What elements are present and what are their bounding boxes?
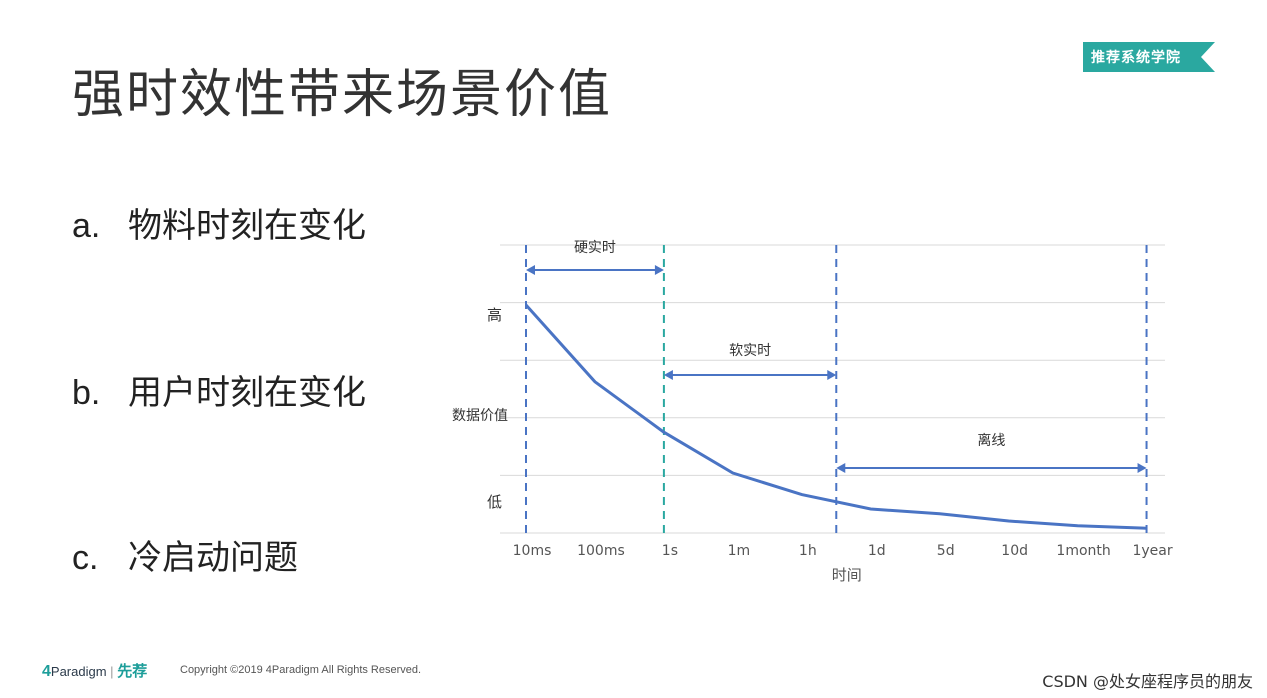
- badge-shape: [1083, 42, 1215, 72]
- bullet-b: b. 用户时刻在变化: [72, 365, 366, 414]
- data-point: [732, 472, 734, 474]
- x-tick-label: 5d: [937, 543, 955, 559]
- logo-second: 先荐: [117, 663, 148, 680]
- y-axis-label: 数据价值: [452, 408, 508, 424]
- x-tick-label: 1year: [1132, 543, 1172, 559]
- region-arrow-head: [654, 265, 664, 275]
- data-value-chart: 硬实时软实时离线 10ms 100ms 1s 1m 1h 1d 5d 10d 1month 1yea…: [420, 220, 1180, 604]
- x-tick-label: 1s: [662, 543, 678, 559]
- brand-badge: 推荐系统学院: [1083, 42, 1215, 72]
- region-arrow-head: [526, 265, 535, 275]
- region-arrow-head: [836, 463, 846, 473]
- data-point: [525, 304, 527, 306]
- region-label: 软实时: [729, 343, 771, 359]
- x-tick-label: 1h: [799, 543, 817, 559]
- logo-name: Paradigm: [50, 664, 107, 679]
- bullet-text: 物料时刻在变化: [128, 206, 366, 246]
- logo-divider: |: [110, 664, 114, 679]
- x-axis-label: 时间: [832, 566, 862, 584]
- bullet-marker: a.: [72, 207, 101, 245]
- data-point: [594, 381, 596, 383]
- data-point: [663, 431, 665, 433]
- region-label: 离线: [977, 432, 1005, 449]
- slide-title: 强时效性带来场景价值: [72, 65, 613, 125]
- logo-prefix: 4: [42, 663, 51, 680]
- data-point: [870, 508, 872, 510]
- badge-label: 推荐系统学院: [1091, 50, 1181, 66]
- data-point: [1077, 525, 1079, 527]
- bullet-a: a. 物料时刻在变化: [72, 198, 366, 247]
- bullet-text: 用户时刻在变化: [128, 373, 366, 413]
- data-point: [1008, 520, 1010, 522]
- bullet-marker: c.: [72, 539, 99, 577]
- y-tick-low: 低: [487, 493, 502, 511]
- region-arrow-head: [663, 370, 673, 380]
- x-tick-label: 1d: [868, 543, 886, 559]
- x-tick-label: 1m: [728, 543, 751, 559]
- data-point: [1146, 527, 1148, 529]
- data-point: [801, 494, 803, 496]
- region-arrow-head: [827, 370, 837, 380]
- bullet-marker: b.: [72, 374, 101, 412]
- x-tick-label: 10d: [1001, 543, 1028, 559]
- y-tick-high: 高: [487, 306, 502, 324]
- data-point: [939, 513, 941, 515]
- footer-logo: 4Paradigm | 先荐: [42, 660, 147, 681]
- x-tick-label: 100ms: [577, 543, 625, 559]
- region-label: 硬实时: [574, 240, 616, 256]
- x-tick-label: 10ms: [513, 543, 552, 559]
- bullet-text: 冷启动问题: [128, 538, 298, 578]
- footer-copyright: Copyright ©2019 4Paradigm All Rights Res…: [180, 664, 422, 676]
- watermark: CSDN @处女座程序员的朋友: [1042, 672, 1253, 691]
- region-arrow-head: [1137, 463, 1147, 473]
- x-tick-label: 1month: [1056, 543, 1110, 559]
- bullet-c: c. 冷启动问题: [72, 530, 298, 579]
- data-series-line: [524, 303, 1147, 530]
